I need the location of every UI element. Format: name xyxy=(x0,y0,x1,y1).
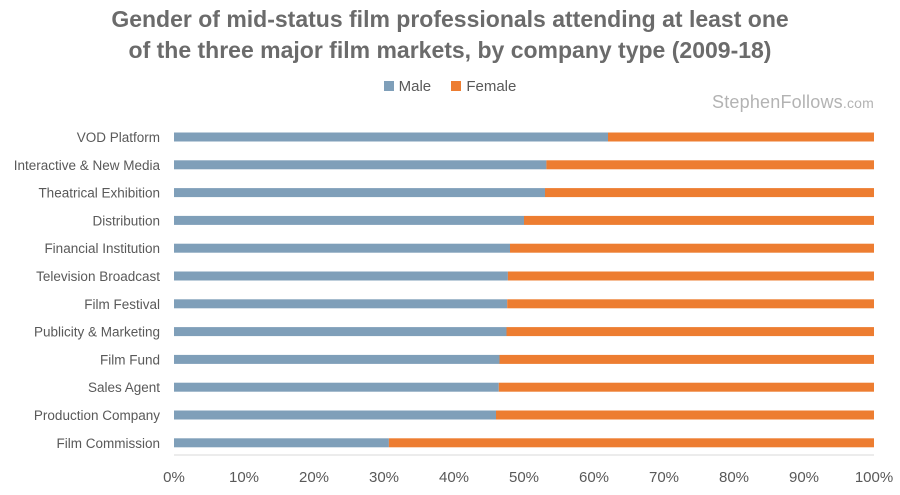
bar-female xyxy=(506,327,874,337)
bar-female xyxy=(510,243,874,253)
category-label: Theatrical Exhibition xyxy=(38,186,160,201)
category-label: Sales Agent xyxy=(88,380,160,395)
watermark-name: StephenFollows xyxy=(711,92,843,112)
x-tick-label: 100% xyxy=(855,469,893,486)
watermark-tld: .com xyxy=(842,95,874,111)
category-label: Production Company xyxy=(34,408,160,423)
legend: Male Female xyxy=(0,78,900,95)
bar-female xyxy=(388,438,874,448)
bar-male xyxy=(174,215,524,225)
category-label: Interactive & New Media xyxy=(14,158,161,173)
x-tick-label: 80% xyxy=(719,469,749,486)
legend-item-female: Female xyxy=(451,78,516,95)
category-label: Film Festival xyxy=(84,297,160,312)
legend-swatch-male xyxy=(383,81,394,91)
bar-female xyxy=(498,382,874,392)
bar-male xyxy=(174,271,508,281)
bar-male xyxy=(174,438,389,448)
x-tick-label: 60% xyxy=(579,469,609,486)
bar-male xyxy=(174,160,547,170)
x-tick-label: 40% xyxy=(439,469,469,486)
bar-male xyxy=(174,299,508,309)
bar-male xyxy=(174,188,545,198)
bar-female xyxy=(496,410,874,420)
x-tick-label: 20% xyxy=(299,469,329,486)
category-label: Film Fund xyxy=(100,352,160,367)
bar-male xyxy=(174,382,499,392)
watermark: StephenFollows.com xyxy=(712,92,874,113)
chart-title-line-2: of the three major film markets, by comp… xyxy=(128,37,772,63)
category-label: Television Broadcast xyxy=(36,269,160,284)
x-tick-label: 30% xyxy=(369,469,399,486)
category-label: Film Commission xyxy=(56,436,160,451)
bar-female xyxy=(524,215,874,225)
legend-item-male: Male xyxy=(383,78,432,95)
x-tick-label: 50% xyxy=(509,469,539,486)
x-tick-label: 70% xyxy=(649,469,679,486)
bar-female xyxy=(608,132,874,142)
bar-female xyxy=(507,299,874,309)
bar-male xyxy=(174,132,608,142)
category-label: Financial Institution xyxy=(44,241,160,256)
x-tick-label: 10% xyxy=(229,469,259,486)
legend-swatch-female xyxy=(451,81,462,91)
category-label: VOD Platform xyxy=(77,130,160,145)
bar-female xyxy=(546,160,874,170)
x-tick-label: 0% xyxy=(163,469,185,486)
bar-female xyxy=(507,271,874,281)
legend-label-female: Female xyxy=(466,78,517,95)
bar-male xyxy=(174,354,500,364)
chart-title: Gender of mid-status film professionals … xyxy=(0,4,900,66)
x-tick-label: 90% xyxy=(789,469,819,486)
bar-female xyxy=(499,354,874,364)
bar-male xyxy=(174,243,510,253)
chart-title-line-1: Gender of mid-status film professionals … xyxy=(111,6,789,32)
category-label: Distribution xyxy=(92,213,160,228)
bar-female xyxy=(545,188,874,198)
category-label: Publicity & Marketing xyxy=(34,325,160,340)
bar-male xyxy=(174,410,496,420)
legend-label-male: Male xyxy=(398,78,432,95)
bar-male xyxy=(174,327,507,337)
